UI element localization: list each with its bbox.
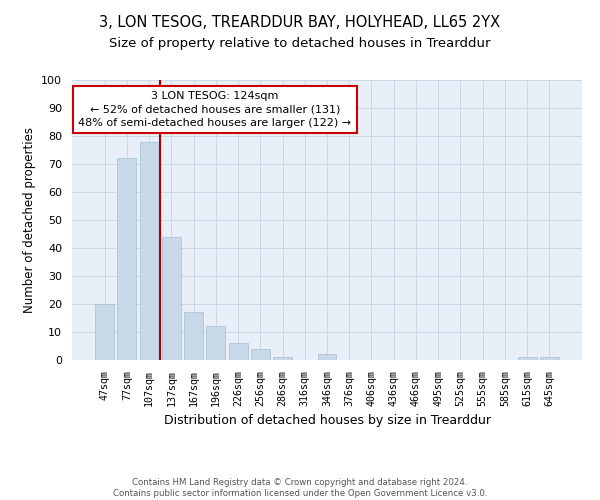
Text: Size of property relative to detached houses in Trearddur: Size of property relative to detached ho… [109,38,491,51]
Bar [162,237,181,360]
Text: Contains HM Land Registry data © Crown copyright and database right 2024.
Contai: Contains HM Land Registry data © Crown c… [113,478,487,498]
Bar [118,158,136,360]
Bar [540,357,559,360]
Bar [95,304,114,360]
Bar [206,326,225,360]
X-axis label: Distribution of detached houses by size in Trearddur: Distribution of detached houses by size … [163,414,491,427]
Bar [140,142,158,360]
Bar [184,312,203,360]
Y-axis label: Number of detached properties: Number of detached properties [23,127,36,313]
Text: 3 LON TESOG: 124sqm
← 52% of detached houses are smaller (131)
48% of semi-detac: 3 LON TESOG: 124sqm ← 52% of detached ho… [78,91,352,128]
Text: 3, LON TESOG, TREARDDUR BAY, HOLYHEAD, LL65 2YX: 3, LON TESOG, TREARDDUR BAY, HOLYHEAD, L… [100,15,500,30]
Bar [229,343,248,360]
Bar [273,357,292,360]
Bar [317,354,337,360]
Bar [518,357,536,360]
Bar [251,349,270,360]
